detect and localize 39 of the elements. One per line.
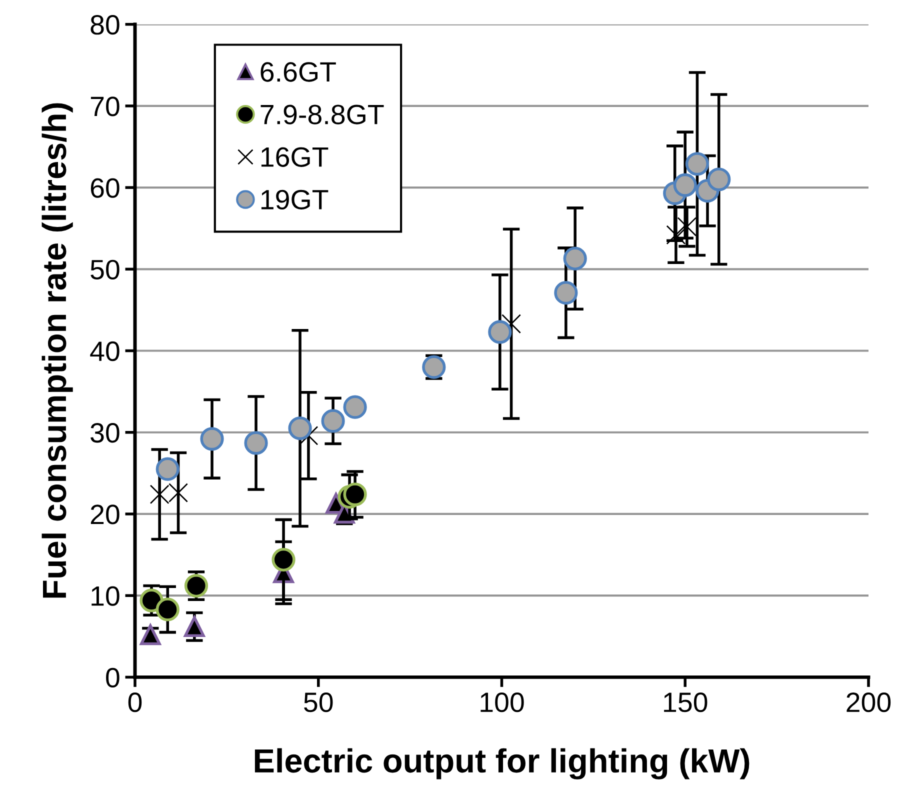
point [272,548,296,572]
point [488,320,512,344]
x-tick-label: 100 [480,692,524,712]
x-tick-label: 150 [664,692,708,712]
y-tick-label: 40 [90,341,120,362]
point [184,574,208,598]
point [563,246,587,270]
point [200,427,224,451]
point [502,314,522,334]
point [184,616,205,638]
x-axis-title: Electric output for lighting (kW) [254,748,750,780]
point [156,457,180,481]
x-tick-label: 0 [128,692,142,712]
point [343,395,367,419]
point [288,416,312,440]
x-tick-label: 50 [304,692,333,712]
legend-label: 19GT [261,190,328,210]
point [321,409,345,433]
y-tick-label: 80 [90,15,120,35]
point [244,431,268,455]
point [343,482,367,506]
y-tick-label: 20 [90,504,120,524]
point [156,598,180,622]
y-tick-label: 30 [90,423,120,443]
y-tick-label: 70 [90,96,120,116]
y-tick-label: 10 [92,586,120,606]
y-tick-label: 50 [90,260,120,280]
y-tick-label: 60 [90,178,120,198]
x-tick-label: 200 [846,692,891,712]
legend-label: 6.6GT [260,62,336,82]
legend-label: 7.9-8.8GT [260,104,384,124]
y-tick-label: 0 [106,668,120,688]
point [707,168,731,192]
point [554,281,578,305]
point [677,216,697,236]
y-axis-title: Fuel consumption rate (litres/h) [42,103,73,598]
point [673,173,697,197]
point [685,152,710,176]
legend-label: 16GT [261,147,328,167]
